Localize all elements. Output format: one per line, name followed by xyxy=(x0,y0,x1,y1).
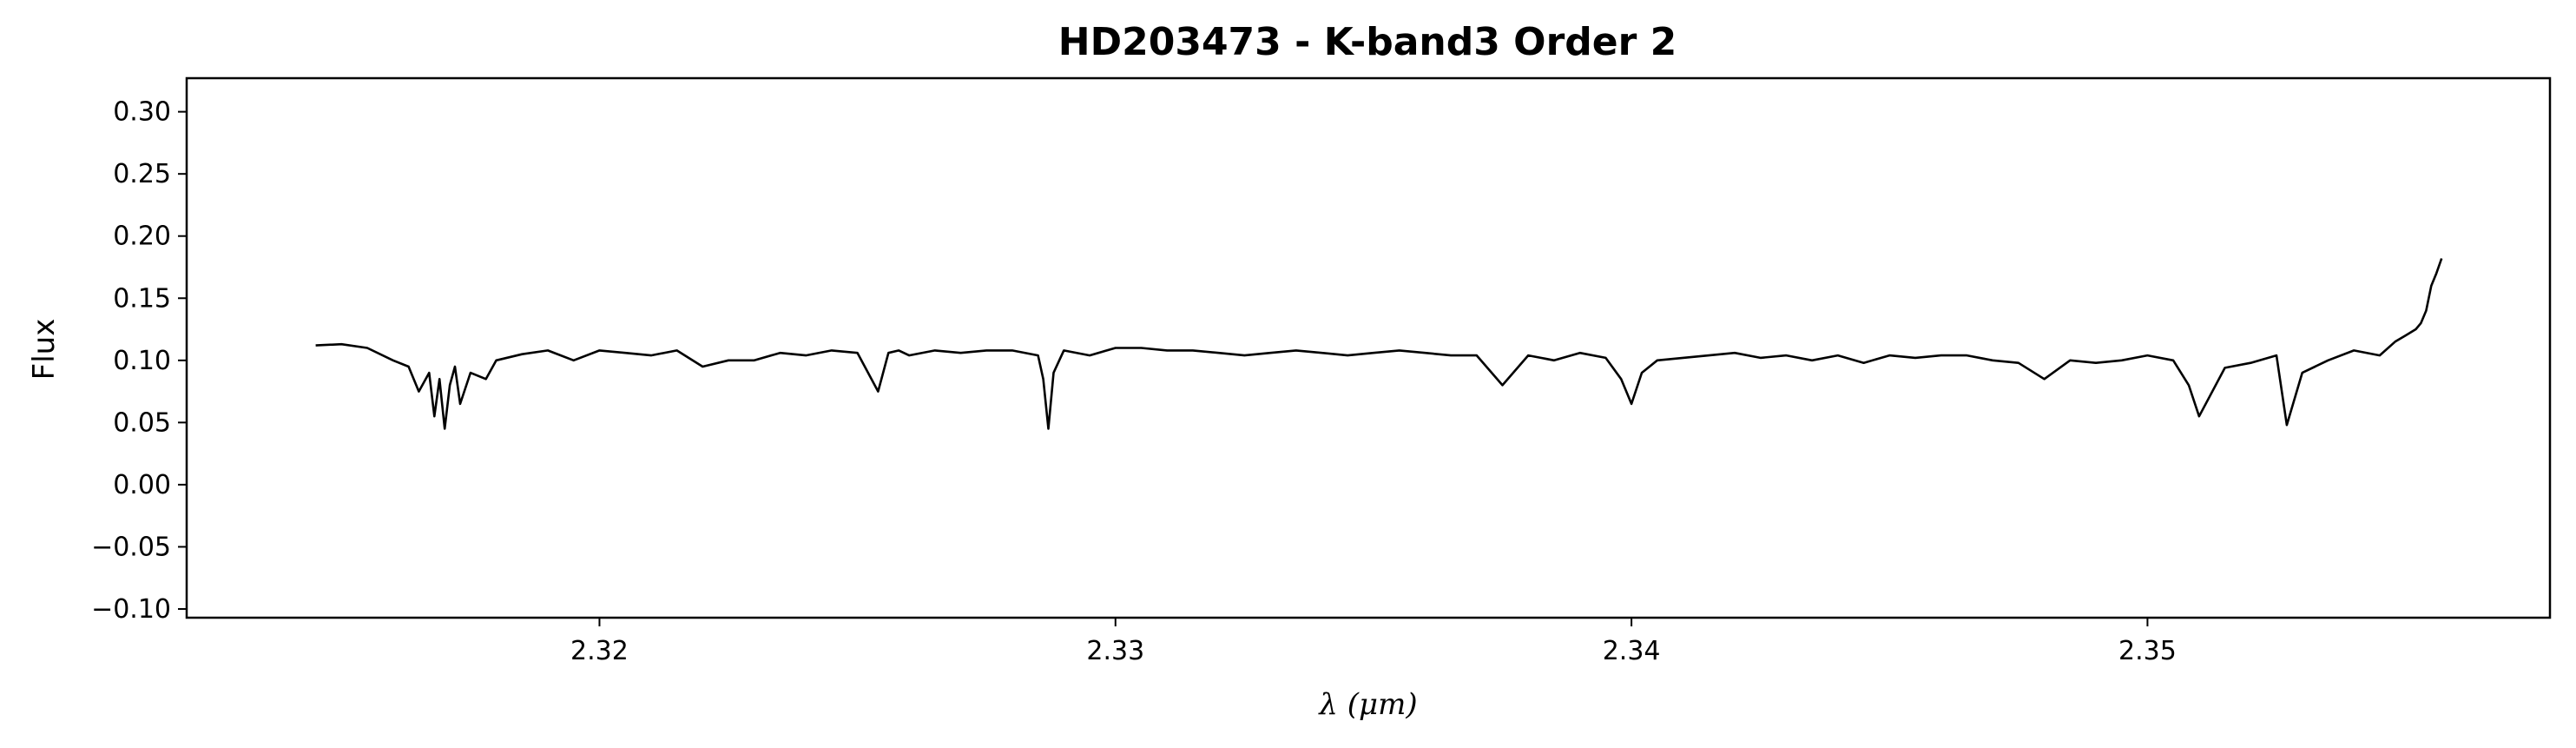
y-tick-label: 0.30 xyxy=(113,97,171,128)
x-axis: 2.32 2.33 2.34 2.35 xyxy=(570,618,2177,666)
y-tick-label: −0.05 xyxy=(91,532,171,562)
y-axis-label: Flux xyxy=(27,319,62,381)
y-tick-label: 0.10 xyxy=(113,346,171,376)
y-tick-label: −0.10 xyxy=(91,594,171,625)
chart-title: HD203473 - K-band3 Order 2 xyxy=(1058,20,1677,64)
plot-frame xyxy=(185,76,2552,619)
x-tick-label: 2.33 xyxy=(1086,636,1144,666)
x-tick-label: 2.32 xyxy=(570,636,629,666)
y-tick-label: 0.25 xyxy=(113,159,171,189)
x-tick-label: 2.34 xyxy=(1603,636,1661,666)
x-axis-label: λ (μm) xyxy=(1317,687,1417,722)
y-tick-label: 0.20 xyxy=(113,222,171,252)
y-tick-label: 0.15 xyxy=(113,283,171,314)
series-group xyxy=(315,258,2443,430)
y-axis: −0.10 −0.05 0.00 0.05 0.10 0.15 0.20 0.25 0.30 xyxy=(91,97,187,625)
spectrum-line xyxy=(315,258,2443,430)
y-tick-label: 0.00 xyxy=(113,470,171,500)
y-tick-label: 0.05 xyxy=(113,407,171,438)
x-tick-label: 2.35 xyxy=(2118,636,2177,666)
